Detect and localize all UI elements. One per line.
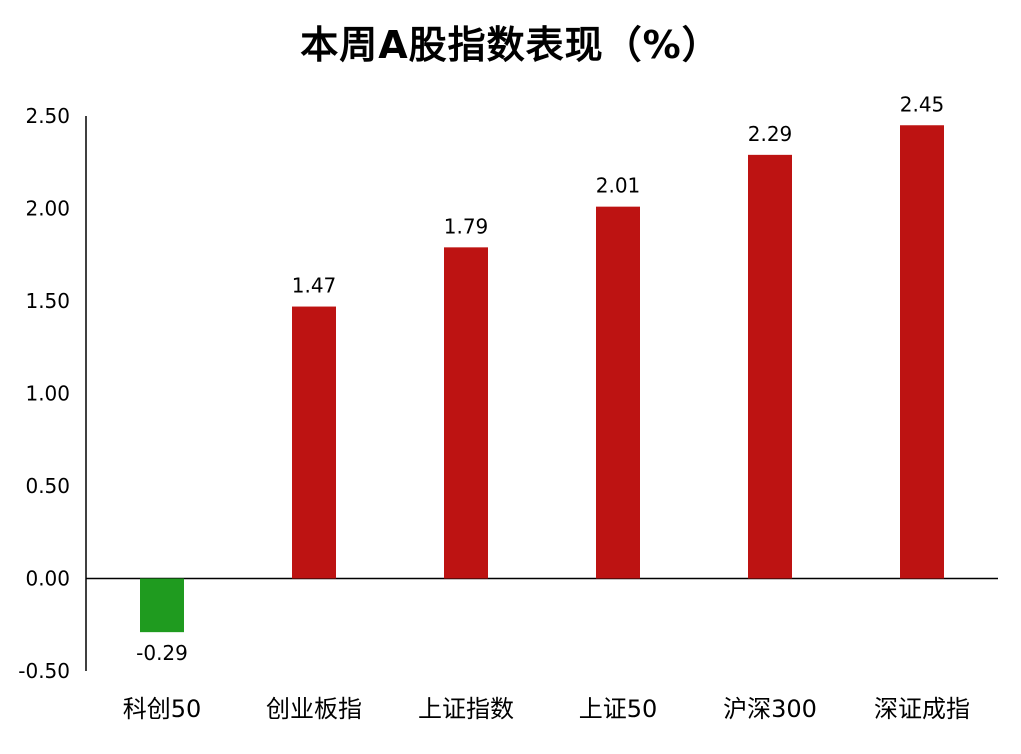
y-tick-label: 0.00 <box>25 567 70 591</box>
y-tick-label: 2.00 <box>25 197 70 221</box>
y-axis-ticks: 2.50 2.00 1.50 1.00 0.50 0.00 -0.50 <box>18 104 70 683</box>
data-label: 1.79 <box>444 214 489 238</box>
data-labels: -0.29 1.47 1.79 2.01 2.29 2.45 <box>136 92 944 665</box>
bar <box>596 206 640 579</box>
x-tick-label: 沪深300 <box>723 695 817 723</box>
bar <box>748 154 792 579</box>
bar <box>140 578 184 633</box>
bar <box>444 247 488 579</box>
x-tick-label: 创业板指 <box>266 695 362 723</box>
data-label: 2.01 <box>596 174 641 198</box>
chart-title: 本周A股指数表现（%） <box>300 23 721 67</box>
y-tick-label: 2.50 <box>25 104 70 128</box>
bars <box>140 125 944 633</box>
y-tick-label: 0.50 <box>25 474 70 498</box>
x-tick-label: 科创50 <box>123 695 202 723</box>
x-axis-ticks: 科创50 创业板指 上证指数 上证50 沪深300 深证成指 <box>123 695 970 723</box>
data-label: 2.45 <box>900 92 945 116</box>
x-tick-label: 上证50 <box>579 695 658 723</box>
bar <box>292 306 336 579</box>
bar <box>900 125 944 579</box>
x-tick-label: 深证成指 <box>874 695 970 723</box>
y-tick-label: -0.50 <box>18 659 70 683</box>
y-tick-label: 1.50 <box>25 289 70 313</box>
x-tick-label: 上证指数 <box>418 695 514 723</box>
data-label: 2.29 <box>748 122 793 146</box>
data-label: 1.47 <box>292 274 337 298</box>
axes <box>85 116 998 671</box>
data-label: -0.29 <box>136 641 188 665</box>
y-tick-label: 1.00 <box>25 382 70 406</box>
